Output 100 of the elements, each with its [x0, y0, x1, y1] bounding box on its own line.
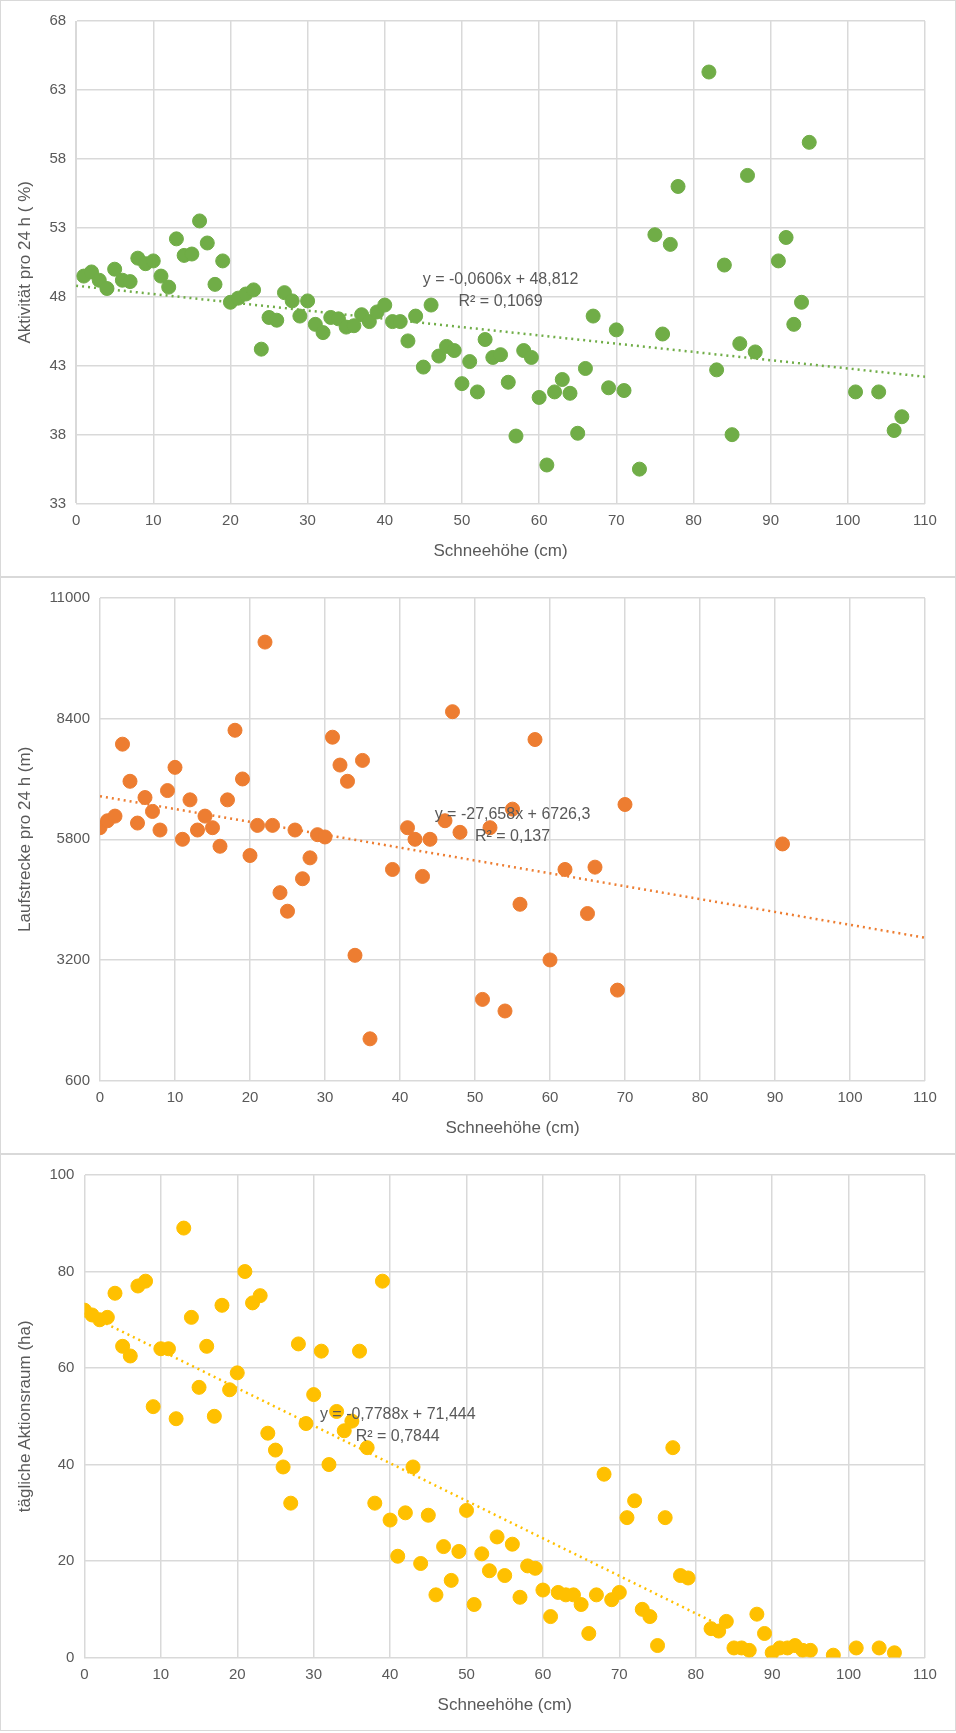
point — [617, 797, 633, 812]
x-tick-label: 0 — [95, 1087, 105, 1105]
y-tick-label: 53 — [49, 217, 67, 235]
point — [130, 815, 145, 831]
y-axis-title: Aktivität pro 24 h ( %) — [14, 181, 34, 344]
point — [115, 736, 130, 752]
point — [610, 982, 625, 998]
point — [160, 783, 175, 799]
annotation: R² = 0,137 — [474, 827, 551, 845]
y-tick-label: 100 — [49, 1165, 75, 1183]
point — [400, 820, 415, 836]
y-tick-label: 11000 — [49, 588, 90, 606]
point — [422, 831, 438, 847]
x-tick-label: 20 — [228, 1664, 246, 1682]
y-tick-label: 20 — [57, 1551, 75, 1569]
point — [557, 861, 573, 877]
point — [512, 896, 528, 912]
point — [580, 906, 595, 922]
point — [542, 952, 558, 968]
y-axis-title: tägliche Aktionsraum (ha) — [14, 1320, 34, 1513]
x-tick-label: 100 — [835, 510, 861, 528]
point — [137, 790, 153, 806]
annotation: y = -0,7788x + 71,444 — [319, 1405, 476, 1423]
x-tick-label: 10 — [152, 1664, 170, 1682]
x-axis-title: Schneehöhe (cm) — [445, 1118, 580, 1138]
y-tick-label: 48 — [49, 286, 67, 304]
point — [235, 771, 250, 787]
point — [190, 822, 205, 838]
point — [302, 850, 318, 866]
x-tick-label: 110 — [913, 1087, 937, 1105]
y-tick-label: 43 — [49, 355, 67, 373]
point — [362, 1031, 378, 1047]
y-tick-label: 5800 — [56, 829, 90, 847]
x-tick-label: 40 — [381, 1664, 399, 1682]
x-tick-label: 110 — [913, 1664, 937, 1682]
point — [242, 848, 258, 864]
point — [220, 792, 235, 808]
y-tick-label: 60 — [57, 1358, 75, 1376]
point — [280, 903, 295, 919]
point — [587, 859, 603, 875]
x-tick-label: 10 — [144, 510, 162, 528]
point — [385, 861, 400, 877]
point — [317, 829, 333, 845]
point — [775, 836, 790, 852]
point — [152, 822, 168, 838]
x-tick-label: 80 — [691, 1087, 709, 1105]
x-tick-label: 50 — [466, 1087, 484, 1105]
x-axis-title: Schneehöhe (cm) — [437, 1695, 572, 1715]
annotation: R² = 0,1069 — [458, 291, 543, 309]
x-tick-label: 30 — [305, 1664, 323, 1682]
y-tick-label: 63 — [49, 80, 67, 98]
point — [272, 885, 288, 901]
point — [197, 808, 213, 824]
x-tick-label: 50 — [458, 1664, 475, 1682]
x-tick-label: 90 — [763, 1664, 781, 1682]
point — [475, 991, 490, 1007]
point — [250, 817, 265, 833]
x-tick-label: 80 — [685, 510, 702, 528]
x-tick-label: 10 — [166, 1087, 184, 1105]
x-tick-label: 70 — [607, 510, 625, 528]
x-tick-label: 70 — [616, 1087, 634, 1105]
x-tick-label: 20 — [222, 510, 239, 528]
point — [407, 831, 423, 847]
point — [452, 824, 468, 840]
y-tick-label: 600 — [64, 1070, 90, 1088]
point — [415, 868, 430, 884]
x-tick-label: 90 — [766, 1087, 784, 1105]
y-tick-label: 8400 — [56, 708, 90, 726]
x-axis-title: Schneehöhe (cm) — [433, 541, 568, 561]
x-tick-label: 100 — [836, 1664, 862, 1682]
x-tick-label: 80 — [687, 1664, 705, 1682]
y-tick-label: 38 — [49, 424, 67, 442]
x-tick-label: 100 — [837, 1087, 863, 1105]
point — [175, 831, 190, 847]
x-tick-label: 60 — [530, 510, 548, 528]
point — [332, 757, 348, 773]
x-tick-label: 70 — [610, 1664, 628, 1682]
y-tick-label: 0 — [66, 1647, 75, 1665]
point — [340, 773, 355, 789]
point — [257, 634, 273, 650]
x-tick-label: 50 — [453, 510, 471, 528]
annotation: y = -0,0606x + 48,812 — [422, 269, 579, 287]
y-tick-label: 33 — [49, 493, 67, 511]
x-tick-label: 30 — [316, 1087, 334, 1105]
y-tick-label: 80 — [57, 1261, 75, 1279]
point — [205, 820, 220, 836]
point — [212, 838, 228, 854]
point — [107, 808, 123, 824]
x-tick-label: 90 — [762, 510, 779, 528]
y-tick-label: 68 — [49, 11, 67, 29]
point — [227, 722, 243, 738]
x-tick-label: 110 — [913, 510, 937, 528]
point — [355, 752, 370, 768]
annotation: R² = 0,7844 — [355, 1427, 440, 1445]
point — [182, 792, 198, 808]
point — [145, 803, 160, 819]
point — [265, 817, 280, 833]
y-axis-title: Laufstrecke pro 24 h (m) — [14, 746, 34, 932]
point — [445, 704, 460, 720]
y-tick-label: 3200 — [56, 950, 90, 968]
